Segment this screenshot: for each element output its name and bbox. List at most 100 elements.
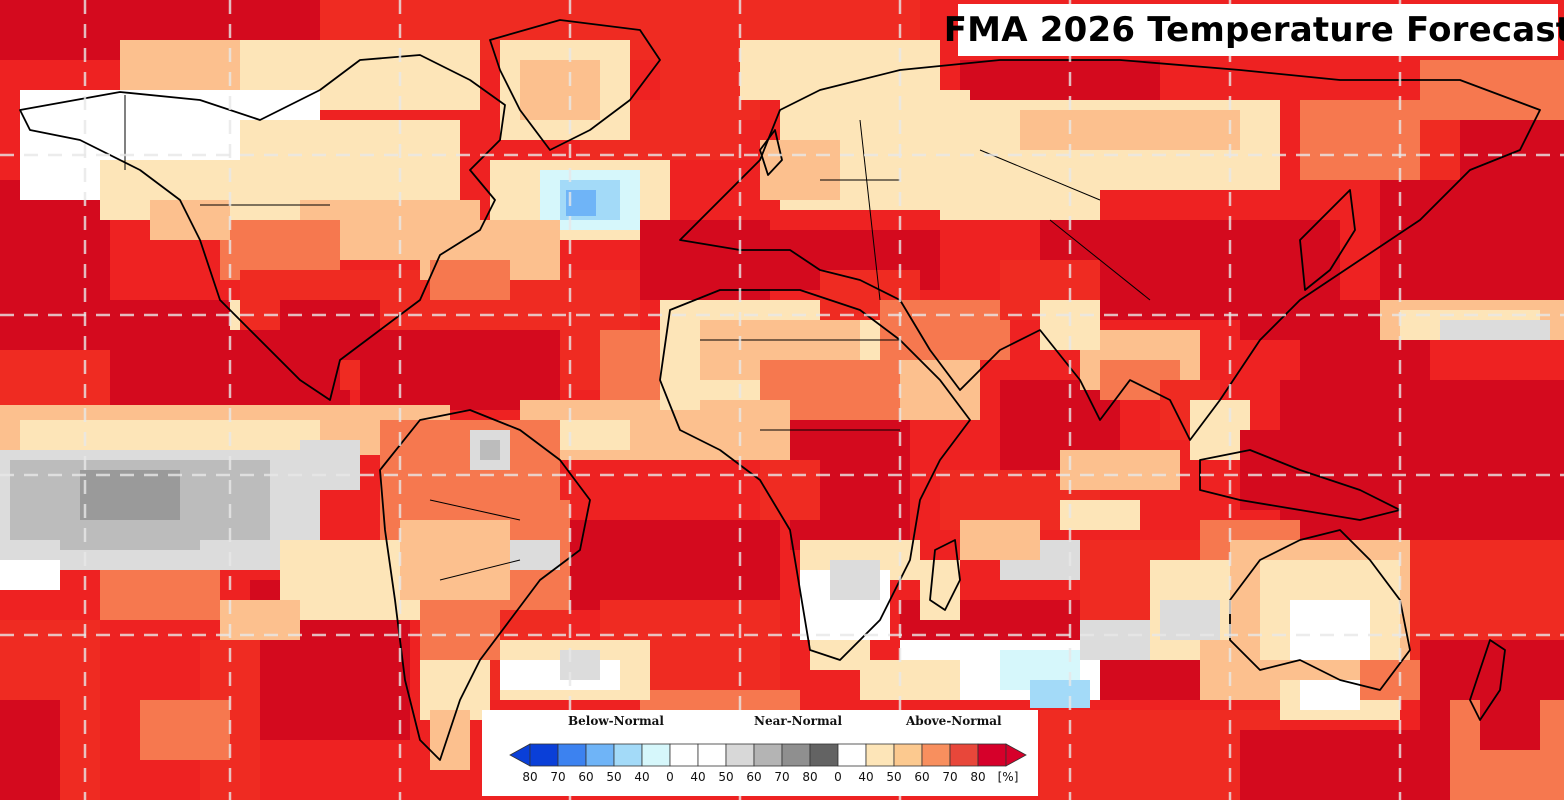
probability-cell bbox=[560, 520, 780, 610]
legend-swatch bbox=[977, 743, 1007, 767]
legend-arrow-left bbox=[509, 743, 531, 767]
probability-cell bbox=[600, 330, 670, 410]
legend-below-normal-label: Below-Normal bbox=[568, 714, 664, 728]
probability-cell bbox=[420, 600, 500, 660]
probability-cell bbox=[280, 300, 380, 360]
probability-cell bbox=[1030, 680, 1090, 708]
country-border bbox=[979, 149, 1101, 201]
new-zealand-outline bbox=[1469, 639, 1506, 721]
probability-cell bbox=[430, 260, 510, 300]
probability-cell bbox=[1060, 450, 1180, 490]
probability-cell bbox=[400, 520, 510, 600]
legend-swatch bbox=[781, 743, 811, 767]
japan-outline bbox=[1299, 189, 1356, 291]
legend-swatch bbox=[585, 743, 615, 767]
probability-cell bbox=[1420, 60, 1564, 120]
probability-cell bbox=[1290, 600, 1370, 660]
legend-swatch bbox=[697, 743, 727, 767]
legend-unit-label: [%] bbox=[998, 770, 1019, 784]
legend-tick-label: 60 bbox=[578, 770, 593, 784]
probability-cell bbox=[1240, 430, 1320, 510]
legend-swatch bbox=[641, 743, 671, 767]
probability-cell bbox=[0, 700, 60, 800]
uk-outline bbox=[759, 129, 783, 176]
legend-arrow-right bbox=[1005, 743, 1027, 767]
legend-swatch bbox=[921, 743, 951, 767]
probability-cell bbox=[1020, 110, 1240, 150]
legend-tick-label: 0 bbox=[834, 770, 842, 784]
legend-tick-label: 40 bbox=[690, 770, 705, 784]
legend-swatch bbox=[529, 743, 559, 767]
probability-cell bbox=[480, 440, 500, 460]
legend-colorbar: 80 70 60 50 40 0 40 50 60 70 80 0 40 50 60 70 80 [%] bbox=[509, 743, 1027, 784]
map-title: FMA 2026 Temperature Forecast bbox=[943, 10, 1564, 50]
madagascar-outline bbox=[929, 539, 961, 611]
probability-cell bbox=[1300, 680, 1360, 710]
legend-swatch bbox=[865, 743, 895, 767]
legend-swatch bbox=[893, 743, 923, 767]
north-america-outline bbox=[19, 54, 506, 401]
southeast-asia-islands-outline bbox=[1199, 449, 1401, 521]
legend-tick-label: 50 bbox=[606, 770, 621, 784]
legend-swatch bbox=[669, 743, 699, 767]
australia-outline bbox=[1229, 529, 1411, 691]
probability-cell bbox=[860, 660, 960, 700]
probability-cell bbox=[640, 220, 770, 300]
legend-tick-label: 80 bbox=[802, 770, 817, 784]
legend-tick-label: 60 bbox=[914, 770, 929, 784]
probability-cell bbox=[900, 360, 980, 420]
probability-cell bbox=[1300, 100, 1420, 180]
probability-cell bbox=[940, 180, 1100, 220]
continent-outlines bbox=[19, 19, 1541, 761]
probability-cell bbox=[960, 520, 1040, 560]
probability-cell bbox=[520, 60, 600, 120]
country-border bbox=[1049, 219, 1151, 301]
probability-cell bbox=[830, 560, 880, 600]
probability-cell bbox=[960, 60, 1160, 100]
probability-cell bbox=[0, 180, 110, 350]
probability-cell bbox=[1280, 380, 1564, 560]
probability-cell bbox=[810, 640, 870, 670]
probability-cell bbox=[430, 710, 470, 770]
probability-cell bbox=[60, 520, 200, 550]
probability-cell bbox=[1360, 660, 1420, 700]
probability-cell bbox=[1160, 600, 1220, 640]
probability-cell bbox=[360, 330, 560, 410]
legend-tick-label: 70 bbox=[550, 770, 565, 784]
legend-tick-label: 40 bbox=[634, 770, 649, 784]
country-border bbox=[429, 499, 521, 521]
legend-above-normal-label: Above-Normal bbox=[906, 714, 1002, 728]
probability-cell bbox=[1460, 120, 1564, 180]
legend-near-normal-label: Near-Normal bbox=[754, 714, 843, 728]
title-box: FMA 2026 Temperature Forecast bbox=[944, 4, 1564, 56]
legend-swatch bbox=[949, 743, 979, 767]
probability-cell bbox=[1080, 620, 1160, 660]
probability-cell bbox=[760, 460, 820, 520]
probability-cell bbox=[560, 650, 600, 680]
legend-swatch bbox=[725, 743, 755, 767]
legend-swatch bbox=[753, 743, 783, 767]
country-border bbox=[859, 119, 881, 301]
south-america-outline bbox=[379, 409, 591, 761]
probability-cell bbox=[1240, 240, 1320, 340]
probability-cell bbox=[220, 600, 300, 640]
country-border bbox=[439, 559, 521, 581]
legend-tick-label: 40 bbox=[858, 770, 873, 784]
probability-cell bbox=[1240, 730, 1440, 800]
legend-tick-label: 70 bbox=[942, 770, 957, 784]
greenland-outline bbox=[489, 19, 661, 151]
probability-cell bbox=[140, 700, 230, 760]
legend-tick-label: 50 bbox=[718, 770, 733, 784]
probability-cell bbox=[300, 440, 360, 490]
probability-cell bbox=[1060, 500, 1140, 530]
legend-swatch bbox=[837, 743, 867, 767]
probability-cell bbox=[1440, 320, 1550, 340]
probability-cell bbox=[0, 560, 60, 590]
legend-tick-label: 80 bbox=[970, 770, 985, 784]
legend-tick-label: 0 bbox=[666, 770, 674, 784]
legend-tick-label: 80 bbox=[522, 770, 537, 784]
